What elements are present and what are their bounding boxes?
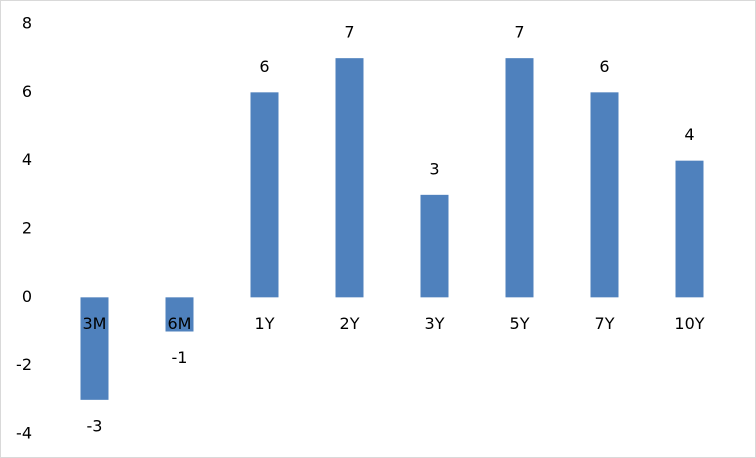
- x-tick-label: 3M: [83, 314, 107, 333]
- y-tick-label: 2: [22, 219, 32, 238]
- y-tick-label: 8: [22, 14, 32, 33]
- x-tick-label: 5Y: [510, 314, 530, 333]
- y-tick-label: 0: [22, 287, 32, 306]
- bar: [165, 297, 194, 332]
- data-label: 3: [429, 159, 439, 178]
- data-label: 6: [599, 57, 609, 76]
- bar: [590, 92, 619, 298]
- y-tick-label: -4: [16, 424, 32, 443]
- data-label: -1: [172, 348, 188, 367]
- y-tick-label: -2: [16, 355, 32, 374]
- data-label: 4: [684, 125, 694, 144]
- x-tick-label: 3Y: [425, 314, 445, 333]
- data-label: 6: [259, 57, 269, 76]
- y-tick-label: 4: [22, 150, 32, 169]
- x-tick-label: 10Y: [674, 314, 704, 333]
- x-tick-label: 7Y: [595, 314, 615, 333]
- bar: [420, 194, 449, 298]
- data-label: -3: [87, 416, 103, 435]
- bar: [675, 160, 704, 298]
- y-tick-label: 6: [22, 82, 32, 101]
- x-tick-label: 2Y: [340, 314, 360, 333]
- bar: [335, 58, 364, 298]
- data-label: 7: [514, 23, 524, 42]
- bar: [250, 92, 279, 298]
- data-label: 7: [344, 23, 354, 42]
- x-tick-label: 1Y: [255, 314, 275, 333]
- bar: [505, 58, 534, 298]
- bar: [80, 297, 109, 400]
- x-tick-label: 6M: [168, 314, 192, 333]
